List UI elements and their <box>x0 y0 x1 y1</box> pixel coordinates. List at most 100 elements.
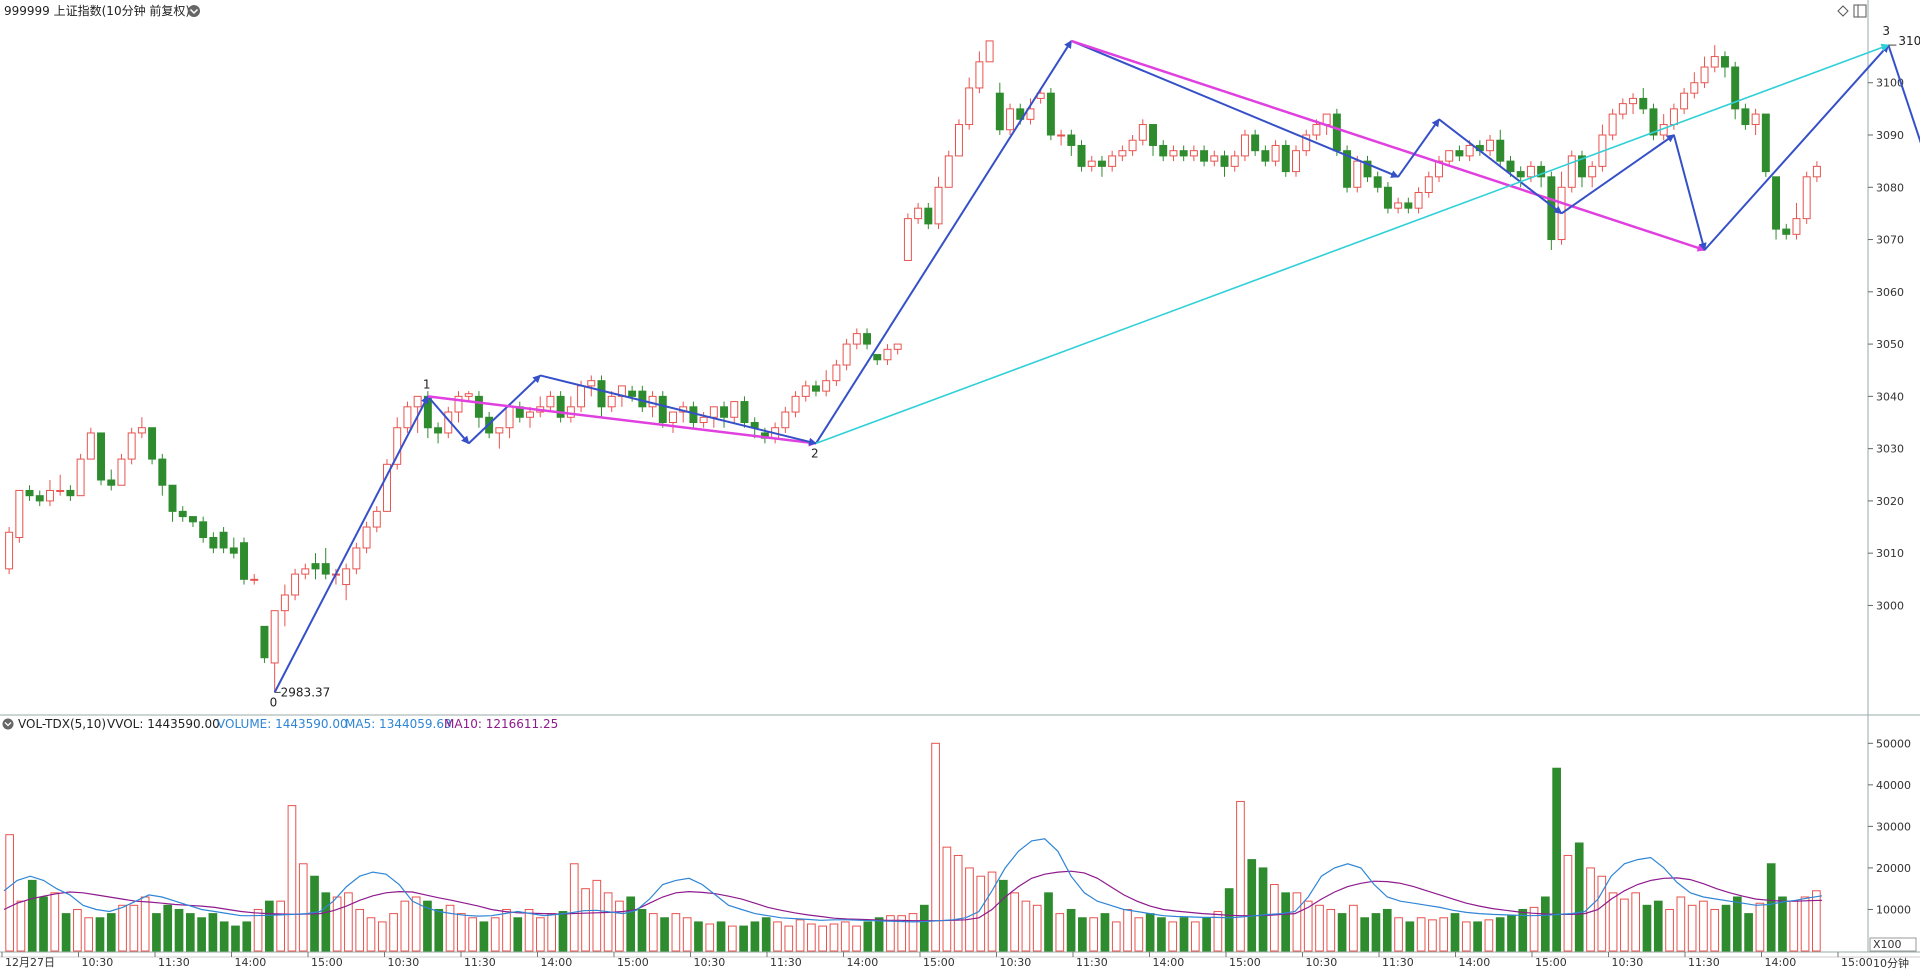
candle <box>1332 108 1341 156</box>
candle <box>311 553 320 580</box>
candle-body <box>1128 139 1137 152</box>
wave-line-blue <box>1438 118 1563 215</box>
price-tick-label: 3090 <box>1876 129 1904 142</box>
price-tick-label: 3040 <box>1876 390 1904 403</box>
volume-bar <box>456 913 466 952</box>
candle <box>658 391 667 428</box>
volume-bar <box>1315 904 1324 952</box>
volume-bar <box>389 913 398 952</box>
volume-bar <box>1608 892 1618 952</box>
candle-body <box>832 364 841 382</box>
volume-bar <box>1349 904 1358 952</box>
volume-bar <box>536 917 545 952</box>
volume-bar <box>129 904 139 952</box>
volume-bar <box>502 908 511 952</box>
diamond-icon[interactable] <box>1837 5 1849 17</box>
volume-bar <box>445 904 455 952</box>
candle-body <box>372 510 381 528</box>
volume-bar <box>1721 904 1731 952</box>
candle-body <box>137 427 146 434</box>
volume-bar <box>106 913 116 952</box>
candle-body <box>270 610 279 664</box>
candle-body <box>1046 92 1055 136</box>
candle <box>1629 93 1638 115</box>
volume-ma5-line <box>3 838 1823 923</box>
candle-body <box>178 510 187 518</box>
volume-bar <box>1190 921 1200 952</box>
volume-bar <box>1416 917 1426 952</box>
volume-bar <box>1755 902 1765 952</box>
volume-bar <box>231 925 240 952</box>
candle <box>209 532 218 554</box>
volume-bar <box>1563 854 1573 952</box>
price-tick-label: 3050 <box>1876 338 1904 351</box>
candle <box>1363 155 1372 183</box>
candle-body <box>1802 176 1811 220</box>
volume-bar <box>558 911 568 952</box>
candle <box>546 391 555 413</box>
volume-bar <box>581 888 590 952</box>
candle <box>66 485 75 501</box>
candle <box>740 396 749 428</box>
candle <box>1149 124 1157 156</box>
panel-toggle-icon[interactable] <box>1853 4 1867 18</box>
candle <box>822 370 831 397</box>
time-tick-label: 11:30 <box>1382 956 1414 969</box>
volume-bar <box>953 854 963 952</box>
candle <box>291 568 300 601</box>
candle-body <box>1608 113 1617 136</box>
candle <box>1159 140 1168 162</box>
candle <box>1128 135 1137 156</box>
volume-bar <box>1405 921 1415 952</box>
candle-body <box>1731 66 1740 110</box>
volume-bar <box>1258 867 1268 952</box>
time-tick-label: 10:30 <box>388 956 420 969</box>
candle-body <box>1220 155 1229 167</box>
candle <box>301 563 310 580</box>
candle-body <box>342 568 351 586</box>
candle <box>35 490 44 507</box>
candle <box>893 343 902 355</box>
wave-line-blue <box>1887 44 1920 144</box>
volume-bar <box>152 913 161 952</box>
volume-bar <box>1518 908 1528 952</box>
candle <box>1639 87 1648 115</box>
candle <box>1445 150 1454 167</box>
candle <box>1496 129 1505 167</box>
candle-body <box>1680 92 1689 110</box>
candle-body <box>1567 155 1576 188</box>
volume-ma-lines <box>3 838 1823 923</box>
title-dropdown-icon[interactable] <box>188 5 200 17</box>
candle-body <box>240 542 248 580</box>
price-tick-label: 3020 <box>1876 495 1904 508</box>
candle-body <box>1373 176 1382 188</box>
candle-body <box>556 395 565 418</box>
candle-body <box>893 343 902 350</box>
candle <box>1006 103 1015 135</box>
candle-body <box>1281 144 1290 173</box>
candle-body <box>495 427 504 434</box>
candle-body <box>1179 150 1188 157</box>
volume-dropdown-icon[interactable] <box>2 718 14 730</box>
volume-bar <box>1529 906 1539 952</box>
candle-body <box>15 489 24 539</box>
wave-line-blue <box>539 374 817 446</box>
time-tick-label: 14:00 <box>235 956 267 969</box>
time-tick-label: 14:00 <box>1153 956 1185 969</box>
candle-body <box>587 380 596 387</box>
candle <box>1077 140 1086 172</box>
wave-line-magenta <box>1070 39 1706 252</box>
volume-bar <box>1326 908 1336 952</box>
volume-bar <box>1665 908 1674 952</box>
candle <box>229 537 238 559</box>
candle <box>117 453 126 486</box>
candle-body <box>1353 160 1362 188</box>
wave-line-cyan <box>815 43 1890 445</box>
candle <box>1067 129 1076 156</box>
period-label[interactable]: 10分钟 <box>1873 956 1909 970</box>
candle-body <box>321 563 330 575</box>
candle <box>1731 61 1740 120</box>
candle-body <box>301 568 310 575</box>
candle <box>934 176 943 230</box>
time-tick-label: 10:30 <box>694 956 726 969</box>
